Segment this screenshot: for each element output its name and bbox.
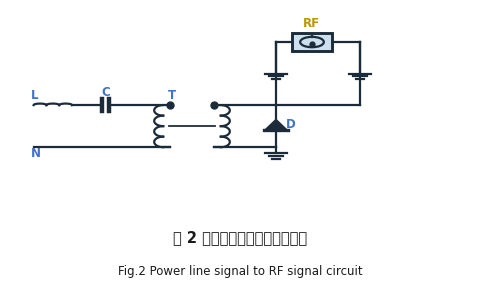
Text: 图 2 电力线信号转射频信号电路: 图 2 电力线信号转射频信号电路 (173, 230, 307, 246)
Bar (292, 33, 332, 51)
Text: D: D (286, 118, 295, 131)
Text: L: L (31, 89, 39, 102)
Text: Fig.2 Power line signal to RF signal circuit: Fig.2 Power line signal to RF signal cir… (118, 265, 362, 278)
Text: C: C (102, 86, 110, 99)
Text: RF: RF (303, 17, 321, 30)
Circle shape (300, 37, 324, 47)
Text: T: T (168, 89, 176, 102)
Text: N: N (31, 147, 41, 160)
Polygon shape (265, 119, 287, 130)
